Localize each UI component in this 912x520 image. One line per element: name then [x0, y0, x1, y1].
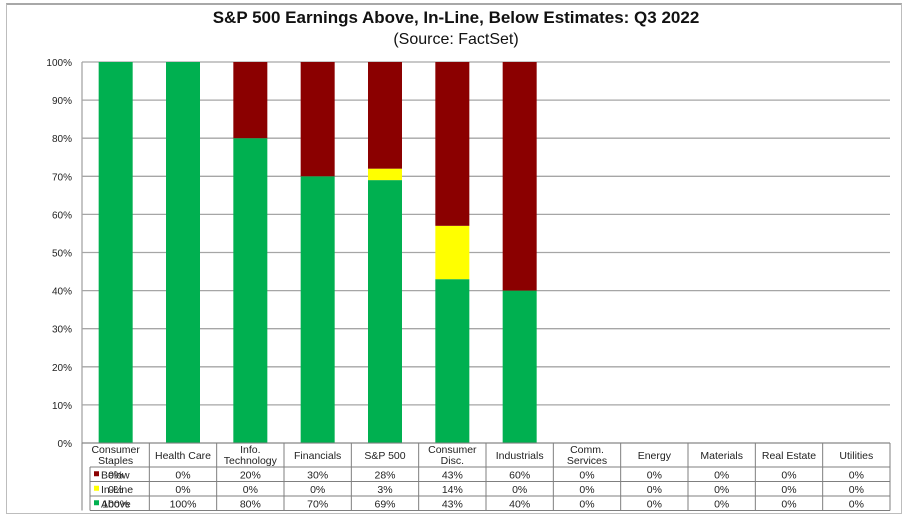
data-table-value: 0%: [849, 498, 864, 510]
category-label: Comm.: [570, 444, 604, 456]
bar-above-info-technology: [233, 138, 268, 443]
y-tick-label: 30%: [52, 325, 72, 336]
chart-subtitle: (Source: FactSet): [393, 31, 519, 48]
category-label: Disc.: [441, 455, 464, 467]
legend-label: Above: [101, 498, 131, 510]
bar-above-financials: [300, 176, 335, 444]
category-label: Health Care: [155, 450, 211, 462]
y-tick-label: 50%: [52, 249, 72, 260]
data-table-value: 0%: [579, 469, 594, 481]
category-label: S&P 500: [364, 450, 405, 462]
category-label: Services: [567, 455, 607, 467]
data-table-value: 14%: [442, 484, 463, 496]
data-table-value: 0%: [714, 484, 729, 496]
bar-below-s-p-500: [368, 62, 402, 169]
bar-below-info-technology: [233, 62, 268, 139]
data-table-value: 0%: [647, 484, 662, 496]
data-table-value: 0%: [175, 469, 190, 481]
category-label: Consumer: [428, 444, 477, 456]
data-table-value: 0%: [647, 498, 662, 510]
chart-title: S&P 500 Earnings Above, In-Line, Below E…: [212, 8, 700, 27]
data-table-value: 43%: [442, 498, 463, 510]
bar-above-consumer-disc-: [435, 279, 470, 443]
legend-label: In-Line: [101, 484, 133, 496]
data-table-value: 0%: [647, 469, 662, 481]
category-label: Technology: [224, 455, 278, 467]
y-tick-label: 20%: [52, 363, 72, 374]
data-table-value: 0%: [781, 498, 796, 510]
legend-key-below: [94, 471, 99, 477]
category-label: Consumer: [91, 444, 140, 456]
data-table-value: 0%: [781, 469, 796, 481]
y-tick-label: 60%: [52, 210, 72, 221]
data-table-value: 0%: [108, 469, 123, 481]
data-table-value: 0%: [243, 484, 258, 496]
data-table-value: 100%: [102, 498, 129, 510]
data-table-value: 0%: [310, 484, 325, 496]
legend-key-in-line: [94, 485, 99, 491]
data-table-value: 0%: [849, 484, 864, 496]
data-table-value: 20%: [240, 469, 261, 481]
data-table-value: 0%: [579, 498, 594, 510]
bar-above-s-p-500: [368, 180, 402, 444]
data-table-value: 69%: [374, 498, 395, 510]
y-tick-label: 100%: [46, 58, 72, 69]
bar-below-industrials: [502, 62, 537, 291]
data-table-value: 0%: [108, 484, 123, 496]
bar-above-industrials: [502, 290, 537, 443]
bar-below-consumer-disc-: [435, 62, 470, 226]
y-tick-label: 0%: [58, 439, 73, 450]
data-table-value: 100%: [170, 498, 197, 510]
data-table-value: 28%: [374, 469, 395, 481]
data-table-value: 70%: [307, 498, 328, 510]
data-table-value: 0%: [781, 484, 796, 496]
data-table-value: 0%: [175, 484, 190, 496]
category-label: Real Estate: [762, 450, 816, 462]
data-table-value: 0%: [849, 469, 864, 481]
data-table-value: 40%: [509, 498, 530, 510]
legend-key-above: [94, 500, 99, 506]
category-label: Staples: [98, 455, 133, 467]
bar-below-financials: [300, 62, 335, 177]
category-label: Energy: [638, 450, 672, 462]
data-table-value: 3%: [377, 484, 392, 496]
data-table-value: 0%: [512, 484, 527, 496]
data-table-value: 0%: [579, 484, 594, 496]
category-label: Financials: [294, 450, 341, 462]
legend-label: Below: [101, 469, 130, 481]
bar-above-health-care: [166, 62, 200, 443]
data-table-value: 60%: [509, 469, 530, 481]
category-label: Materials: [700, 450, 743, 462]
category-label: Industrials: [496, 450, 544, 462]
bar-above-consumer-staples: [98, 62, 133, 443]
y-tick-label: 70%: [52, 172, 72, 183]
data-table-value: 30%: [307, 469, 328, 481]
bar-inline-s-p-500: [368, 168, 402, 181]
data-table-value: 0%: [714, 498, 729, 510]
data-table-value: 0%: [714, 469, 729, 481]
y-tick-label: 90%: [52, 96, 72, 107]
y-tick-label: 40%: [52, 287, 72, 298]
category-label: Info.: [240, 444, 260, 456]
data-table-value: 43%: [442, 469, 463, 481]
category-label: Utilities: [839, 450, 873, 462]
y-tick-label: 10%: [52, 401, 72, 412]
bar-inline-consumer-disc-: [435, 225, 470, 280]
data-table-value: 80%: [240, 498, 261, 510]
y-tick-label: 80%: [52, 134, 72, 145]
